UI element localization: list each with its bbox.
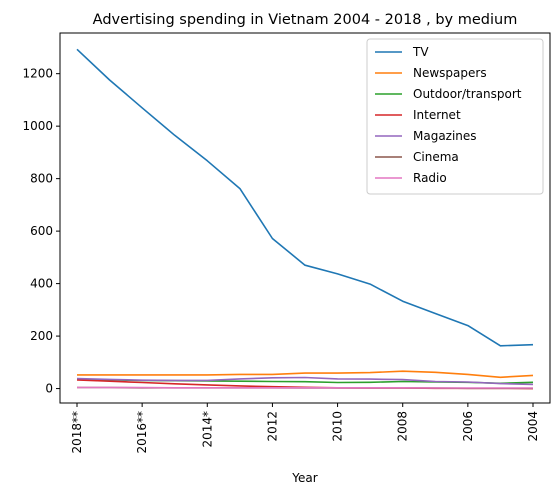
x-tick-label: 2018** xyxy=(70,411,84,454)
x-tick-label: 2014* xyxy=(200,411,214,448)
y-tick-label: 0 xyxy=(45,382,53,396)
x-axis-title: Year xyxy=(291,471,317,485)
x-tick-label: 2010 xyxy=(331,411,345,442)
legend-label: Cinema xyxy=(413,150,459,164)
legend-label: Radio xyxy=(413,171,447,185)
y-tick-label: 800 xyxy=(30,172,53,186)
series-line-magazines xyxy=(76,376,534,386)
y-tick-label: 1000 xyxy=(22,119,53,133)
x-tick-label: 2008 xyxy=(396,411,410,442)
legend-label: Outdoor/transport xyxy=(413,87,522,101)
x-tick-label: 2012 xyxy=(265,411,279,442)
y-tick-label: 1200 xyxy=(22,67,53,81)
legend-label: Magazines xyxy=(413,129,477,143)
x-tick-label: 2006 xyxy=(461,411,475,442)
plot-lines xyxy=(76,48,534,390)
x-tick-label: 2016** xyxy=(135,411,149,454)
series-line-radio xyxy=(77,386,533,389)
plot-frame xyxy=(59,32,551,404)
legend-label: Newspapers xyxy=(413,66,487,80)
legend: TV Newspapers Outdoor/transport Internet Mag… xyxy=(366,38,544,195)
series-line-newspapers xyxy=(77,370,534,379)
y-tick-label: 600 xyxy=(30,224,53,238)
x-tick-label: 2004 xyxy=(526,411,540,442)
y-axis: 0 200 400 600 800 1000 1200 xyxy=(22,67,60,396)
legend-box xyxy=(366,38,544,195)
legend-label: TV xyxy=(412,45,429,59)
y-tick-label: 200 xyxy=(30,329,53,343)
y-tick-label: 400 xyxy=(30,277,53,291)
series-line-tv xyxy=(76,48,534,347)
x-axis: 2018** 2016** 2014* 2012 2010 2008 2006 2004 xyxy=(70,403,540,454)
legend-label: Internet xyxy=(413,108,461,122)
chart-title: Advertising spending in Vietnam 2004 - 2… xyxy=(93,12,518,28)
